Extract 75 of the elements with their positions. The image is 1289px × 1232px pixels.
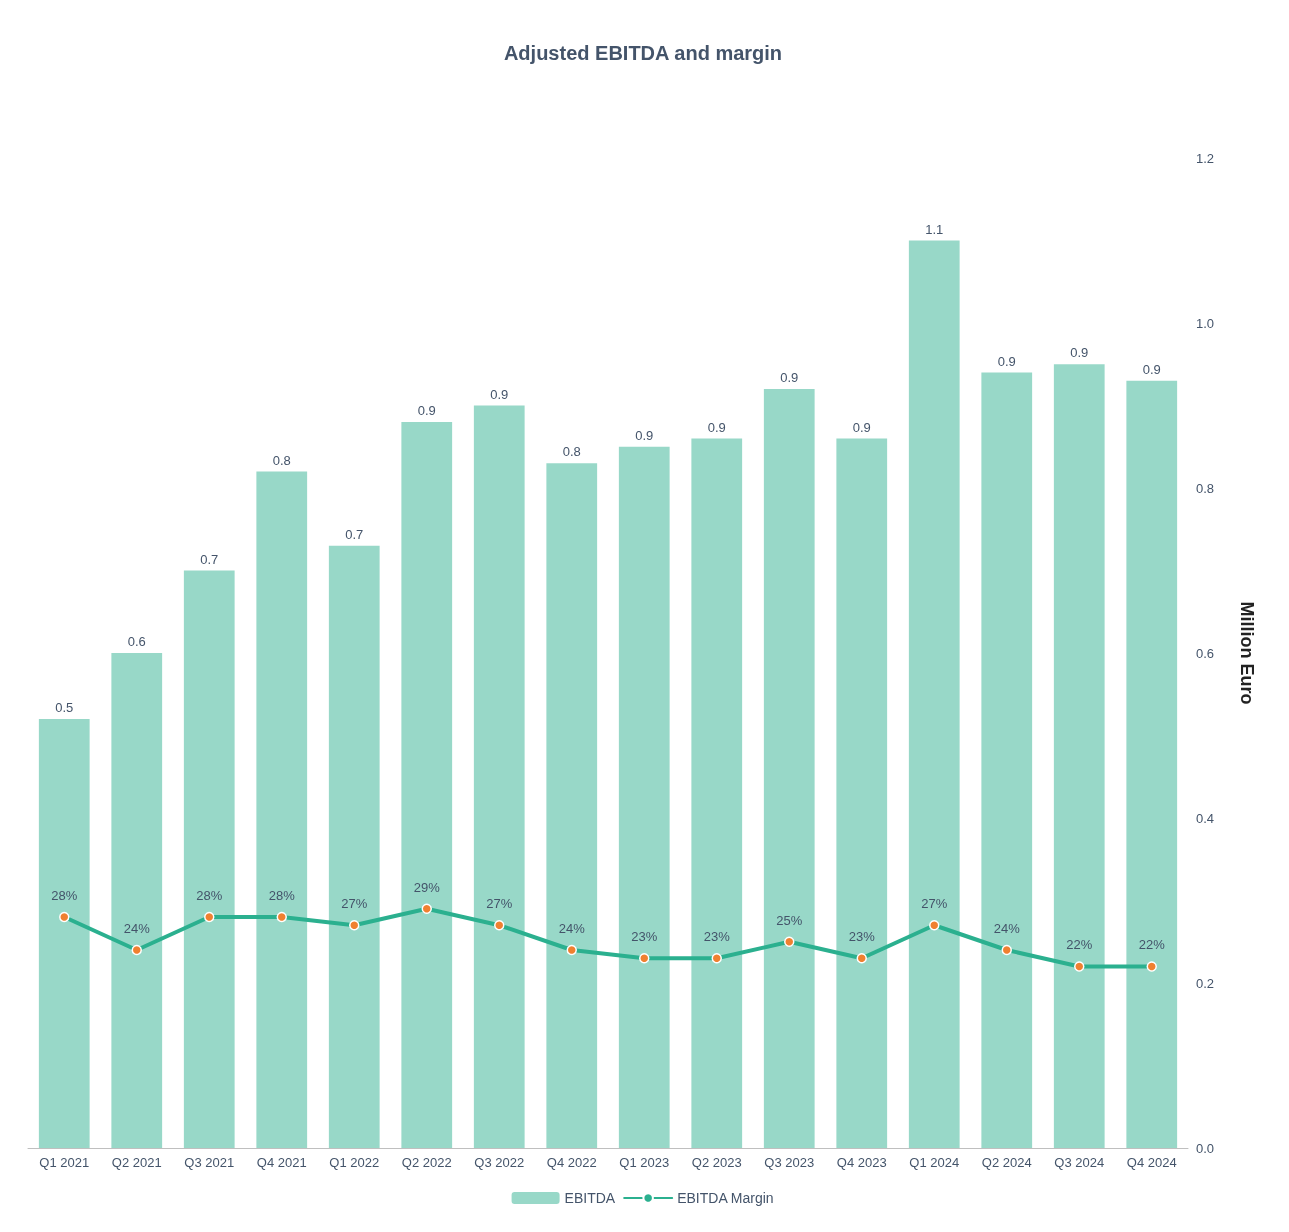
y-tick-label: 0.0 [1196,1140,1215,1156]
data-label: 0.9 [852,419,871,435]
bar [763,389,815,1148]
data-label: 0.9 [417,403,436,418]
bar [1126,380,1178,1148]
x-tick-label: Q1 2022 [329,1155,380,1170]
x-tick-label: Q3 2024 [1054,1155,1105,1170]
data-label: 0.9 [1070,345,1089,361]
x-tick-label: Q1 2024 [909,1155,960,1170]
y-tick-label: 0.8 [1196,480,1215,496]
data-label: 0.9 [490,386,509,402]
x-tick-label: Q2 2022 [401,1155,452,1170]
bar [546,463,598,1148]
data-label: 28% [51,887,78,903]
x-tick-label: Q4 2024 [1126,1155,1177,1170]
x-tick-label: Q4 2022 [546,1155,597,1170]
x-tick-label: Q2 2023 [691,1155,742,1170]
x-tick-label: Q4 2021 [256,1155,307,1170]
data-label: 24% [123,920,151,936]
data-label: 1.1 [925,221,944,237]
chart-title: Adjusted EBITDA and margin [503,42,783,64]
data-label: 24% [993,920,1021,936]
x-tick-label: Q3 2021 [184,1155,235,1170]
bar [836,438,888,1148]
bar [473,405,525,1148]
data-label: 0.5 [55,700,74,715]
data-label: 23% [631,929,658,944]
data-label: 28% [196,887,223,903]
x-tick-label: Q2 2024 [981,1155,1032,1170]
bar [183,570,235,1148]
bar [691,438,743,1148]
data-label: 0.7 [345,526,364,542]
y-tick-label: 1.0 [1196,315,1215,331]
bar [328,545,380,1148]
data-label: 29% [413,879,441,895]
y-tick-label: 0.2 [1196,975,1215,991]
y-tick-label: 0.6 [1196,645,1215,661]
bar [256,471,308,1148]
y-axis-title: Million Euro [1237,601,1257,705]
data-label: 28% [268,887,296,903]
x-tick-label: Q2 2021 [111,1155,162,1170]
data-label: 0.8 [562,444,581,460]
data-label: 27% [486,896,513,911]
x-tick-label: Q3 2023 [764,1155,815,1170]
legend-label: EBITDA Margin [677,1190,774,1206]
data-label: 0.9 [997,353,1016,369]
x-tick-label: Q4 2023 [836,1155,887,1170]
data-label: 27% [341,896,368,911]
bar [908,240,960,1148]
legend-label: EBITDA [564,1190,616,1206]
bar [981,372,1033,1148]
bar [111,653,163,1148]
data-label: 25% [776,912,803,928]
data-label: 22% [1066,937,1093,953]
data-label: 0.6 [127,634,146,649]
data-label: 0.8 [272,452,291,468]
data-label: 22% [1138,937,1166,953]
y-tick-label: 1.2 [1196,150,1215,166]
bar [618,446,670,1148]
data-label: 23% [848,929,876,944]
data-label: 0.9 [780,370,799,385]
data-label: 0.9 [635,427,654,443]
data-label: 0.9 [707,419,726,435]
data-label: 0.7 [200,551,219,567]
x-tick-label: Q3 2022 [474,1155,525,1170]
y-tick-label: 0.4 [1196,810,1215,826]
bar [38,719,90,1148]
bar [1053,364,1105,1148]
data-label: 0.9 [1142,361,1161,377]
data-label: 24% [558,920,586,936]
data-label: 23% [703,929,731,944]
data-label: 27% [921,896,948,911]
bar [401,422,453,1148]
x-tick-label: Q1 2023 [619,1155,670,1170]
x-tick-label: Q1 2021 [39,1155,90,1170]
